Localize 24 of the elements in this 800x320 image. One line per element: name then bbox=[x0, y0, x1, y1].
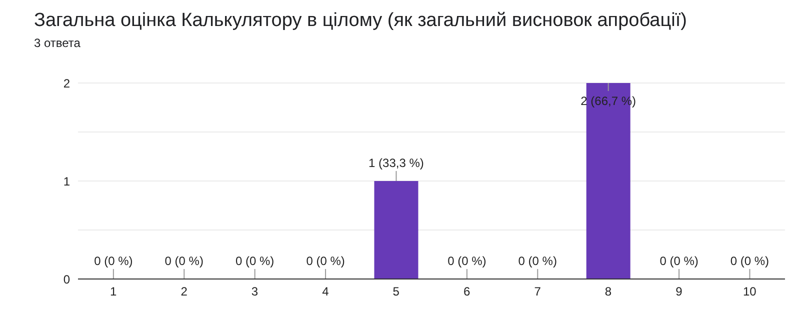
data-label: 1 (33,3 %) bbox=[368, 156, 424, 170]
x-tick-label: 7 bbox=[534, 284, 542, 299]
x-tick-label: 2 bbox=[180, 284, 188, 299]
data-label: 0 (0 %) bbox=[164, 254, 204, 268]
x-tick-label: 3 bbox=[251, 284, 258, 299]
x-tick-label: 6 bbox=[464, 284, 471, 299]
x-tick-label: 1 bbox=[110, 284, 118, 299]
data-label: 0 (0 %) bbox=[448, 254, 486, 268]
data-label: 0 (0 %) bbox=[660, 254, 698, 268]
x-tick-label: 9 bbox=[676, 284, 683, 299]
data-label: 0 (0 %) bbox=[518, 254, 557, 268]
x-tick-label: 8 bbox=[604, 284, 612, 299]
data-label: 0 (0 %) bbox=[94, 254, 133, 268]
x-tick-label: 5 bbox=[392, 284, 400, 299]
chart-title: Загальна оцінка Калькулятору в цілому (як загальний висновок апробації) bbox=[34, 10, 687, 32]
x-tick-label: 10 bbox=[742, 284, 757, 299]
data-label: 0 (0 %) bbox=[306, 254, 345, 268]
chart-subtitle: 3 ответа bbox=[34, 36, 80, 50]
y-tick-label: 2 bbox=[63, 76, 70, 90]
x-tick-label: 4 bbox=[322, 284, 330, 299]
y-tick-label: 0 bbox=[63, 272, 70, 286]
data-label: 0 (0 %) bbox=[235, 254, 274, 268]
y-tick-label: 1 bbox=[63, 174, 70, 188]
data-label: 0 (0 %) bbox=[730, 254, 770, 268]
